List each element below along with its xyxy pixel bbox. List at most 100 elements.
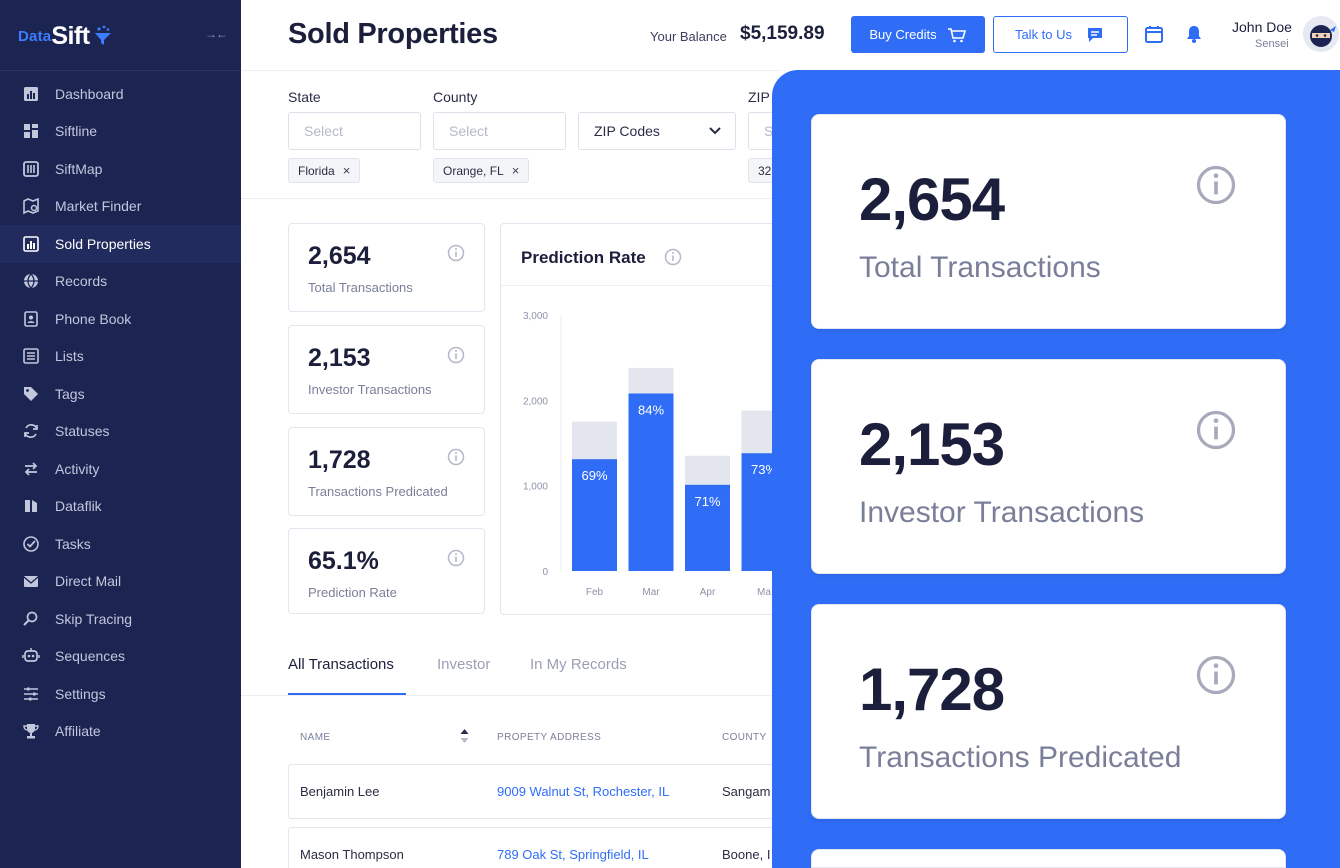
collapse-sidebar-icon[interactable]: →← xyxy=(205,27,228,41)
prediction-rate-bar-chart: 0 1,000 2,000 3,000 69% Feb 84% Mar 71% Apr 73% Ma xyxy=(523,311,787,598)
sidebar-item-label: Records xyxy=(55,273,108,290)
cell-address-link[interactable]: 9009 Walnut St, Rochester, IL xyxy=(497,784,670,799)
table-row[interactable] xyxy=(288,827,788,868)
tab-investor[interactable]: Investor xyxy=(437,656,491,673)
sidebar-item-siftmap[interactable]: SiftMap xyxy=(0,150,241,188)
remove-county-chip-icon[interactable]: × xyxy=(511,163,520,178)
buy-credits-button[interactable]: Buy Credits xyxy=(851,16,985,53)
activity-icon xyxy=(21,459,41,479)
sidebar-item-label: Settings xyxy=(55,685,106,702)
sidebar-item-dashboard[interactable]: Dashboard xyxy=(0,75,241,113)
highlight-card-partial xyxy=(811,849,1286,868)
sidebar-item-sold-properties[interactable]: Sold Properties xyxy=(0,225,241,263)
sidebar-item-label: Skip Tracing xyxy=(55,610,133,627)
stat-value: 2,153 xyxy=(308,344,371,372)
tab-in-my-records[interactable]: In My Records xyxy=(530,656,627,673)
talk-to-us-button[interactable]: Talk to Us xyxy=(993,16,1128,53)
info-icon[interactable] xyxy=(447,244,465,262)
trophy-icon xyxy=(21,721,41,741)
sidebar-item-label: Lists xyxy=(55,348,84,365)
sidebar-item-lists[interactable]: Lists xyxy=(0,338,241,376)
sidebar-item-direct-mail[interactable]: Direct Mail xyxy=(0,563,241,601)
records-icon xyxy=(21,271,41,291)
sidebar-nav: Dashboard Siftline SiftMap Market Finder Sol… xyxy=(0,75,241,750)
datasift-logo[interactable]: Data Sift xyxy=(18,18,113,54)
info-icon[interactable] xyxy=(1195,654,1237,696)
highlight-card-investor-transactions: 2,153 Investor Transactions xyxy=(811,359,1286,574)
sidebar-item-label: Dashboard xyxy=(55,85,124,102)
stat-card-investor-transactions: 2,153 Investor Transactions xyxy=(288,325,485,414)
state-input[interactable]: Select xyxy=(288,112,421,150)
info-icon[interactable] xyxy=(447,346,465,364)
bar-predicted xyxy=(572,459,617,571)
sidebar-item-statuses[interactable]: Statuses xyxy=(0,413,241,451)
dataflik-icon xyxy=(21,496,41,516)
sidebar-item-records[interactable]: Records xyxy=(0,263,241,301)
sidebar-item-label: Tasks xyxy=(55,535,91,552)
skip-tracing-icon xyxy=(21,609,41,629)
sort-icon[interactable] xyxy=(459,728,470,744)
prediction-rate-chart-card: Prediction Rate 0 1,000 2,000 3,000 69% Feb 84… xyxy=(500,223,791,615)
info-icon[interactable] xyxy=(447,448,465,466)
stat-value: 2,654 xyxy=(308,242,371,270)
sidebar-item-siftline[interactable]: Siftline xyxy=(0,113,241,151)
column-header-name[interactable]: NAME xyxy=(300,732,331,743)
table-row[interactable] xyxy=(288,764,788,819)
statuses-icon xyxy=(21,421,41,441)
avatar[interactable] xyxy=(1303,16,1339,52)
sidebar-item-skip-tracing[interactable]: Skip Tracing xyxy=(0,600,241,638)
sidebar-item-affiliate[interactable]: Affiliate xyxy=(0,713,241,751)
sidebar-item-dataflik[interactable]: Dataflik xyxy=(0,488,241,526)
sidebar-item-market-finder[interactable]: Market Finder xyxy=(0,188,241,226)
tab-all-transactions[interactable]: All Transactions xyxy=(288,656,394,673)
state-chip: Florida × xyxy=(288,158,361,183)
direct-mail-icon xyxy=(21,571,41,591)
info-icon[interactable] xyxy=(1195,409,1237,451)
ninja-avatar-icon xyxy=(1303,16,1339,52)
highlight-label: Transactions Predicated xyxy=(859,741,1182,774)
zip-codes-select[interactable]: ZIP Codes xyxy=(578,112,736,150)
sidebar-item-tags[interactable]: Tags xyxy=(0,375,241,413)
balance-label: Your Balance xyxy=(650,29,727,44)
sidebar-item-phone-book[interactable]: Phone Book xyxy=(0,300,241,338)
cell-address-link[interactable]: 789 Oak St, Springfield, IL xyxy=(497,847,649,862)
x-tick-label: Apr xyxy=(700,587,716,598)
bar-predicted xyxy=(685,484,730,571)
bar-data-label: 84% xyxy=(638,403,664,418)
dashboard-icon xyxy=(21,84,41,104)
sidebar-item-label: Direct Mail xyxy=(55,573,122,590)
info-icon[interactable] xyxy=(447,549,465,567)
sidebar-item-label: Activity xyxy=(55,460,100,477)
user-name[interactable]: John Doe xyxy=(1232,19,1292,35)
sidebar-item-label: Sold Properties xyxy=(55,235,151,252)
chart-title: Prediction Rate xyxy=(521,248,646,267)
user-role: Sensei xyxy=(1255,38,1289,50)
phone-book-icon xyxy=(21,309,41,329)
sidebar-item-sequences[interactable]: Sequences xyxy=(0,638,241,676)
market-finder-icon xyxy=(21,196,41,216)
tabs-divider xyxy=(241,695,781,696)
chevron-down-icon xyxy=(709,127,721,135)
calendar-icon[interactable] xyxy=(1144,24,1164,44)
column-header-address[interactable]: PROPETY ADDRESS xyxy=(497,732,602,743)
siftline-icon xyxy=(21,121,41,141)
sidebar-item-settings[interactable]: Settings xyxy=(0,675,241,713)
y-tick-label: 1,000 xyxy=(523,482,548,493)
info-icon[interactable] xyxy=(1195,164,1237,206)
sidebar-item-tasks[interactable]: Tasks xyxy=(0,525,241,563)
sequences-icon xyxy=(21,646,41,666)
info-icon[interactable] xyxy=(664,248,682,266)
highlight-card-transactions-predicated: 1,728 Transactions Predicated xyxy=(811,604,1286,819)
tasks-icon xyxy=(21,534,41,554)
remove-state-chip-icon[interactable]: × xyxy=(342,163,351,178)
settings-icon xyxy=(21,684,41,704)
county-chip-label: Orange, FL xyxy=(443,163,504,178)
sidebar-item-activity[interactable]: Activity xyxy=(0,450,241,488)
filters-divider xyxy=(241,198,781,199)
column-header-county[interactable]: COUNTY xyxy=(722,732,767,743)
highlight-value: 1,728 xyxy=(859,656,1005,723)
stat-label: Transactions Predicated xyxy=(308,484,448,499)
bell-icon[interactable] xyxy=(1184,24,1204,44)
county-input[interactable]: Select xyxy=(433,112,566,150)
y-tick-label: 0 xyxy=(542,567,548,578)
